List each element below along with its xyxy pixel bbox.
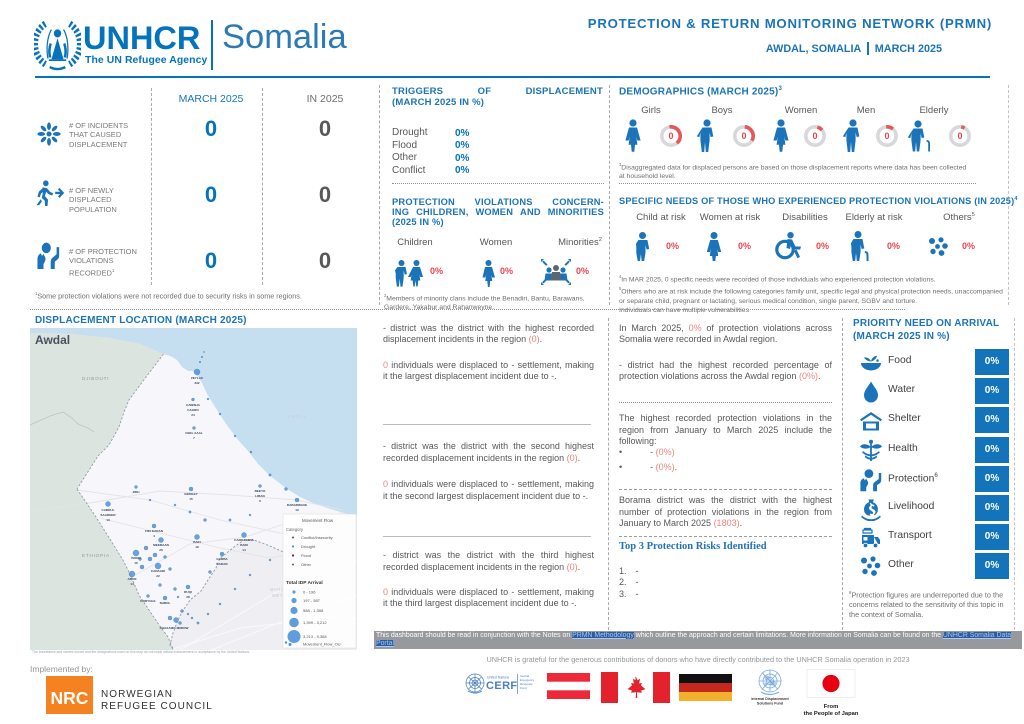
- svg-text:the People of Japan: the People of Japan: [804, 711, 859, 717]
- svg-text:0: 0: [741, 131, 746, 141]
- svg-text:ARUR: ARUR: [128, 577, 138, 581]
- svg-text:CERF: CERF: [486, 680, 518, 692]
- svg-text:Solutions Fund: Solutions Fund: [757, 701, 783, 705]
- svg-text:MAROODI: MAROODI: [270, 587, 294, 592]
- svg-text:14: 14: [242, 548, 246, 552]
- svg-text:DHAXAMO-MIIDOW: DHAXAMO-MIIDOW: [160, 626, 189, 630]
- svg-text:22: 22: [156, 574, 160, 578]
- svg-text:FIKI KADAN: FIKI KADAN: [145, 529, 164, 533]
- svg-text:MEERAAN: MEERAAN: [153, 543, 169, 547]
- svg-text:KORYOLE: KORYOLE: [140, 599, 155, 603]
- svg-text:Movement Flow: Movement Flow: [302, 518, 334, 523]
- svg-text:RUQI: RUQI: [184, 590, 192, 594]
- svg-text:United Nations: United Nations: [487, 676, 510, 680]
- svg-text:JIDH: JIDH: [132, 490, 140, 494]
- svg-text:14: 14: [130, 582, 134, 586]
- svg-text:CADAADI: CADAADI: [151, 569, 165, 573]
- svg-text:588 - 1,398: 588 - 1,398: [303, 608, 324, 613]
- svg-text:ZEYLAC: ZEYLAC: [191, 376, 204, 380]
- svg-text:26: 26: [159, 548, 163, 552]
- svg-text:BARI: BARI: [240, 543, 248, 547]
- svg-text:GEBILEY: GEBILEY: [184, 492, 199, 496]
- svg-text:28: 28: [186, 595, 190, 599]
- svg-text:6: 6: [259, 499, 261, 503]
- svg-text:CEEL AAAL: CEEL AAAL: [185, 431, 203, 435]
- svg-text:13: 13: [106, 518, 110, 522]
- svg-text:DABARWAXE: DABARWAXE: [287, 503, 307, 507]
- svg-text:Awdal: Awdal: [35, 333, 70, 347]
- svg-text:DADAR: DADAR: [216, 562, 228, 566]
- svg-text:Total IDP Arrival: Total IDP Arrival: [286, 580, 323, 586]
- svg-text:3,213 - 9,368: 3,213 - 9,368: [303, 634, 327, 639]
- svg-text:16: 16: [134, 561, 138, 565]
- svg-text:Central: Central: [520, 674, 529, 678]
- svg-text:Other: Other: [301, 562, 312, 567]
- svg-text:SAADEER: SAADEER: [100, 513, 116, 517]
- svg-text:Category: Category: [286, 527, 304, 532]
- svg-text:CABDUL: CABDUL: [101, 508, 114, 512]
- svg-text:197 - 587: 197 - 587: [303, 598, 321, 603]
- svg-text:LIBAN: LIBAN: [255, 494, 265, 498]
- svg-text:From: From: [824, 704, 839, 710]
- svg-text:CAGRO: CAGRO: [187, 408, 199, 412]
- svg-text:Fund: Fund: [520, 686, 527, 690]
- svg-text:Response: Response: [520, 682, 533, 686]
- svg-text:Movement_Flow_OU: Movement_Flow_OU: [303, 642, 341, 647]
- svg-text:DJIBOUTI: DJIBOUTI: [82, 376, 109, 381]
- svg-text:15: 15: [189, 497, 193, 501]
- svg-text:0 - 196: 0 - 196: [303, 590, 316, 595]
- svg-text:BEEYO: BEEYO: [255, 489, 266, 493]
- svg-text:Internal Displacement: Internal Displacement: [751, 697, 789, 701]
- svg-text:7: 7: [193, 436, 195, 440]
- svg-text:19: 19: [195, 545, 199, 549]
- svg-text:13: 13: [295, 508, 299, 512]
- svg-text:Emergency: Emergency: [520, 678, 535, 682]
- svg-text:CAWSHA: CAWSHA: [186, 403, 201, 407]
- svg-text:WEYNE: WEYNE: [272, 593, 290, 598]
- svg-text:Drought: Drought: [301, 544, 316, 549]
- svg-text:Conflict/Insecurity: Conflict/Insecurity: [301, 535, 333, 540]
- svg-text:ETHIOPIA: ETHIOPIA: [82, 553, 110, 558]
- svg-text:0: 0: [957, 131, 962, 141]
- svg-text:24: 24: [191, 413, 195, 417]
- svg-text:AWDAL: AWDAL: [288, 414, 307, 419]
- svg-text:1,399 - 3,212: 1,399 - 3,212: [303, 620, 327, 625]
- svg-text:SHROL: SHROL: [160, 601, 171, 605]
- svg-text:332: 332: [194, 381, 199, 385]
- svg-text:CARO DHIRA: CARO DHIRA: [234, 538, 255, 542]
- svg-text:BAKI: BAKI: [193, 540, 201, 544]
- svg-text:GARBA: GARBA: [216, 557, 228, 561]
- svg-text:BOON: BOON: [131, 556, 141, 560]
- svg-text:0: 0: [812, 131, 817, 141]
- svg-text:4: 4: [153, 534, 155, 538]
- svg-text:0: 0: [668, 131, 673, 141]
- svg-text:Flood: Flood: [301, 553, 311, 558]
- svg-text:0: 0: [884, 131, 889, 141]
